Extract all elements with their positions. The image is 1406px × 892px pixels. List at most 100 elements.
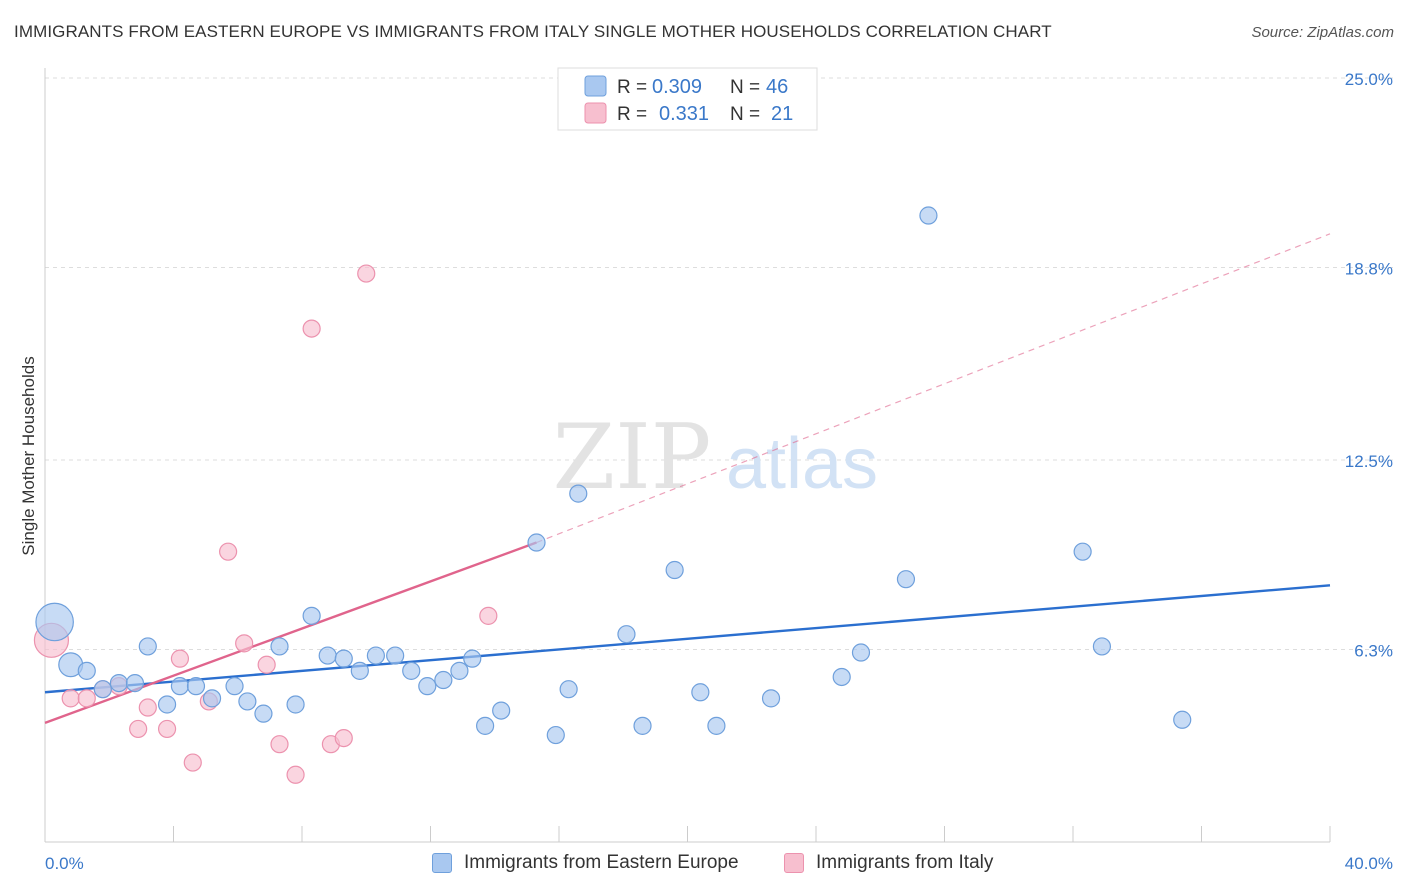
point-italy: [235, 634, 254, 653]
legend-item-italy[interactable]: Immigrants from Italy: [784, 852, 993, 874]
point-eastern-europe: [617, 625, 636, 644]
point-eastern-europe: [476, 716, 495, 735]
point-eastern-europe: [1092, 637, 1112, 656]
point-eastern-europe: [109, 673, 128, 693]
point-eastern-europe: [527, 533, 546, 552]
point-eastern-europe: [186, 677, 206, 696]
trend-extension-italy: [536, 233, 1331, 544]
x-tick-labels: 0.0% 40.0%: [45, 854, 1393, 873]
point-eastern-europe: [546, 725, 565, 745]
point-italy: [357, 264, 376, 283]
point-eastern-europe: [450, 661, 469, 680]
point-eastern-europe: [1073, 542, 1092, 561]
point-eastern-europe: [402, 661, 421, 680]
trend-line-italy: [44, 541, 537, 724]
point-italy: [61, 689, 80, 708]
point-italy: [286, 765, 305, 784]
point-eastern-europe: [434, 670, 453, 690]
point-italy: [302, 319, 321, 338]
point-eastern-europe: [832, 667, 851, 687]
point-eastern-europe: [138, 637, 157, 656]
point-italy: [257, 655, 276, 674]
point-eastern-europe: [691, 683, 710, 702]
grid-lines: [45, 77, 1395, 650]
legend-swatch-italy: [784, 853, 804, 873]
point-eastern-europe: [366, 646, 385, 665]
legend-swatch-eastern-europe: [584, 75, 607, 97]
trend-line-eastern-europe: [44, 584, 1331, 694]
y-axis-label: Single Mother Households: [19, 356, 38, 555]
legend-swatch-eastern-europe: [432, 853, 452, 873]
point-eastern-europe: [254, 704, 273, 723]
point-eastern-europe: [77, 661, 96, 680]
point-eastern-europe: [35, 602, 74, 642]
point-eastern-europe: [559, 680, 578, 699]
point-eastern-europe: [202, 689, 222, 708]
point-eastern-europe: [386, 646, 405, 665]
point-italy: [183, 753, 202, 772]
legend-label-eastern-europe: Immigrants from Eastern Europe: [464, 852, 739, 873]
scatter-points: [33, 206, 1192, 784]
legend-top: R = 0.309 N = 46 R = 0.331 N = 21: [557, 67, 818, 131]
point-italy: [334, 728, 353, 748]
y-tick-label: 6.3%: [1354, 641, 1393, 660]
point-eastern-europe: [238, 692, 257, 711]
point-eastern-europe: [286, 695, 305, 714]
point-italy: [219, 542, 238, 561]
y-tick-label: 18.8%: [1345, 259, 1393, 278]
point-eastern-europe: [334, 649, 353, 668]
point-eastern-europe: [270, 637, 289, 656]
point-italy: [129, 719, 148, 739]
point-eastern-europe: [1173, 710, 1192, 729]
legend-label-italy: Immigrants from Italy: [816, 852, 994, 873]
point-eastern-europe: [463, 649, 482, 668]
legend-n-value: 21: [771, 103, 793, 125]
point-eastern-europe: [569, 484, 588, 503]
point-eastern-europe: [350, 661, 369, 680]
point-eastern-europe: [170, 677, 190, 696]
legend-n-label: N =: [730, 104, 760, 125]
point-italy: [138, 698, 157, 717]
point-eastern-europe: [318, 646, 337, 665]
point-eastern-europe: [665, 560, 684, 580]
point-eastern-europe: [302, 606, 321, 625]
point-italy: [77, 689, 96, 708]
legend-r-label: R =: [617, 104, 647, 125]
point-eastern-europe: [225, 677, 244, 696]
legend-r-label: R =: [617, 77, 647, 98]
watermark-atlas: atlas: [726, 424, 878, 504]
point-italy: [170, 649, 190, 668]
point-eastern-europe: [761, 689, 781, 708]
point-eastern-europe: [93, 680, 112, 699]
legend-n-value: 46: [766, 76, 788, 98]
legend-n-label: N =: [730, 77, 760, 98]
watermark: ZIP atlas: [553, 405, 878, 510]
y-tick-label: 12.5%: [1345, 452, 1393, 471]
legend-bottom: Immigrants from Eastern Europe Immigrant…: [0, 852, 1406, 878]
y-tick-label: 25.0%: [1345, 70, 1393, 89]
chart-title: IMMIGRANTS FROM EASTERN EUROPE VS IMMIGR…: [14, 22, 1052, 41]
x-tick-label: 40.0%: [1345, 854, 1393, 873]
point-italy: [270, 735, 289, 754]
point-eastern-europe: [919, 206, 938, 225]
point-eastern-europe: [418, 677, 437, 696]
point-italy: [479, 606, 498, 625]
point-eastern-europe: [492, 701, 511, 720]
point-eastern-europe: [851, 643, 871, 662]
y-tick-labels: 6.3% 12.5% 18.8% 25.0%: [1345, 70, 1393, 660]
point-eastern-europe: [633, 716, 652, 735]
legend-r-value: 0.309: [652, 76, 702, 98]
axes: [44, 68, 1331, 843]
trend-lines: [44, 233, 1331, 724]
legend-swatch-italy: [584, 102, 607, 124]
legend-r-value: 0.331: [659, 103, 709, 125]
point-eastern-europe: [157, 695, 177, 714]
point-eastern-europe: [707, 716, 726, 735]
legend-item-eastern-europe[interactable]: Immigrants from Eastern Europe: [432, 852, 739, 874]
source-label: Source: ZipAtlas.com: [1251, 24, 1394, 41]
point-eastern-europe: [896, 570, 916, 589]
point-eastern-europe: [125, 673, 145, 693]
point-italy: [157, 719, 177, 739]
x-tick-label: 0.0%: [45, 854, 84, 873]
